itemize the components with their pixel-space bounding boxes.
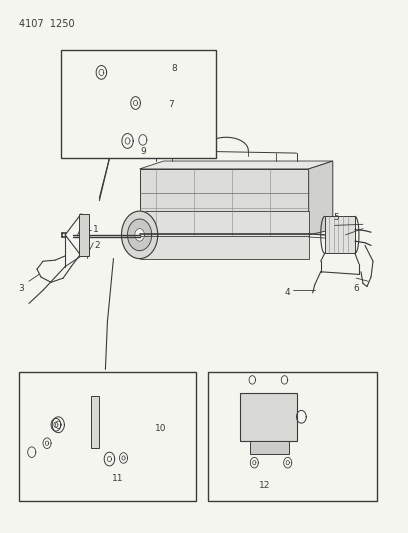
- Text: 1: 1: [93, 225, 99, 234]
- Polygon shape: [281, 376, 288, 384]
- Bar: [19, 372, 196, 501]
- Polygon shape: [308, 161, 333, 235]
- Text: 9: 9: [140, 147, 146, 156]
- Text: 11: 11: [112, 474, 123, 483]
- Text: 3: 3: [18, 284, 24, 293]
- Text: 6: 6: [353, 284, 359, 293]
- Text: 5: 5: [333, 214, 339, 222]
- Polygon shape: [135, 229, 144, 241]
- Polygon shape: [139, 135, 147, 145]
- Text: 8: 8: [172, 63, 177, 72]
- Polygon shape: [286, 461, 289, 465]
- Polygon shape: [79, 214, 89, 256]
- Polygon shape: [122, 211, 158, 259]
- Polygon shape: [128, 219, 152, 251]
- Polygon shape: [284, 457, 292, 468]
- Polygon shape: [125, 138, 130, 144]
- Polygon shape: [43, 438, 51, 448]
- Text: 7: 7: [169, 100, 174, 109]
- Polygon shape: [122, 134, 133, 148]
- Polygon shape: [120, 453, 128, 463]
- Polygon shape: [131, 96, 140, 109]
- Polygon shape: [250, 441, 288, 454]
- Polygon shape: [240, 393, 297, 441]
- Text: 12: 12: [259, 481, 270, 490]
- Polygon shape: [104, 452, 115, 466]
- Polygon shape: [140, 161, 333, 169]
- Polygon shape: [96, 66, 106, 79]
- Polygon shape: [107, 456, 111, 462]
- Text: 2: 2: [95, 241, 100, 250]
- Polygon shape: [52, 417, 64, 433]
- Polygon shape: [253, 461, 256, 465]
- Polygon shape: [122, 456, 125, 460]
- Polygon shape: [51, 418, 61, 431]
- Polygon shape: [91, 395, 100, 448]
- Polygon shape: [28, 447, 36, 457]
- Text: 4: 4: [284, 288, 290, 297]
- Bar: [61, 50, 216, 158]
- Polygon shape: [250, 457, 258, 468]
- Polygon shape: [297, 410, 306, 423]
- Polygon shape: [45, 441, 49, 445]
- Polygon shape: [99, 69, 104, 76]
- Polygon shape: [140, 169, 308, 235]
- Text: 4107  1250: 4107 1250: [19, 19, 75, 29]
- Polygon shape: [140, 211, 308, 259]
- Text: 10: 10: [155, 424, 166, 433]
- Polygon shape: [325, 216, 355, 253]
- Polygon shape: [55, 421, 61, 429]
- Polygon shape: [249, 376, 255, 384]
- Polygon shape: [133, 100, 137, 106]
- Bar: [208, 372, 377, 501]
- Polygon shape: [54, 422, 58, 427]
